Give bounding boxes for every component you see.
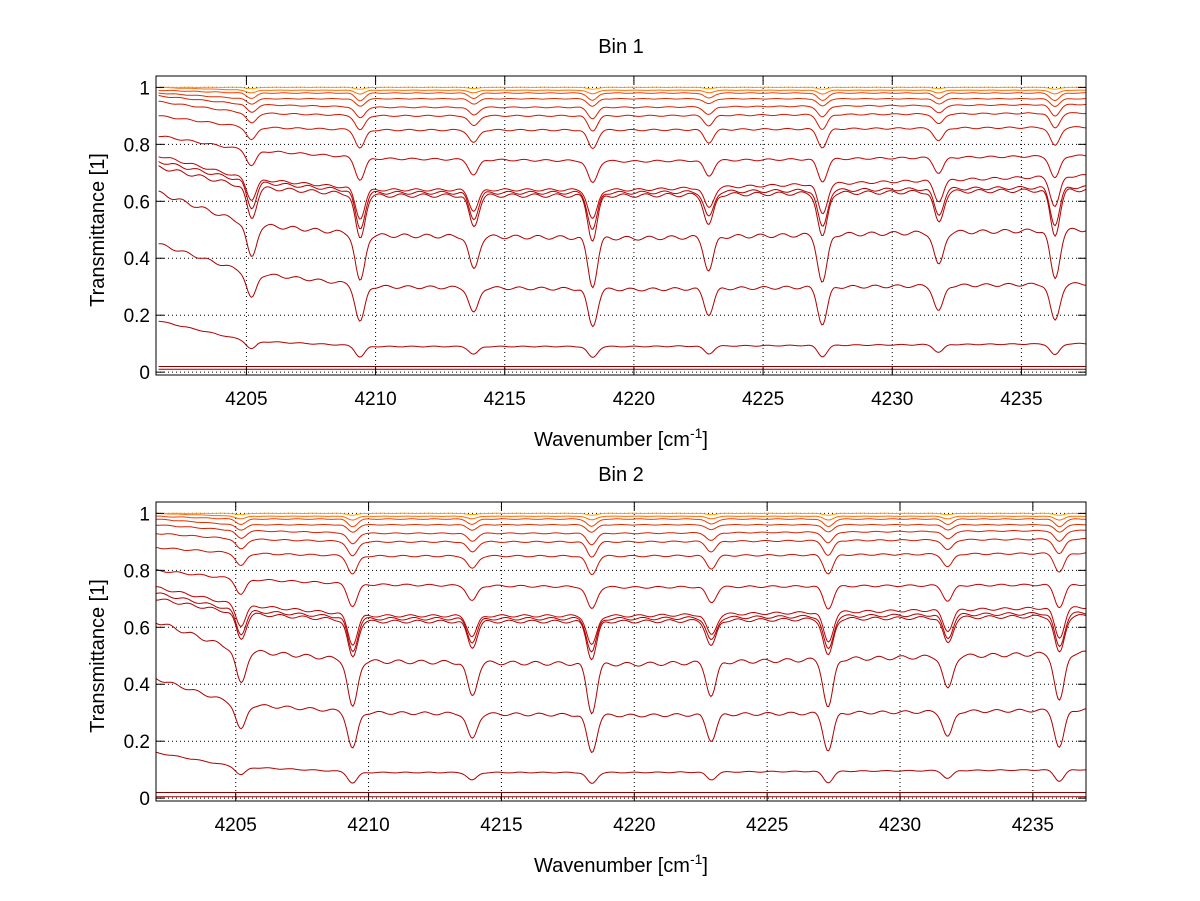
y-tick-label: 0.4 — [124, 249, 151, 270]
x-tick-label: 4215 — [480, 815, 522, 836]
axes-frame — [155, 75, 1087, 376]
x-tick-label: 4230 — [871, 389, 913, 410]
x-axis-label: Wavenumber [cm-1] — [534, 425, 708, 451]
series-line — [155, 524, 1087, 546]
series-line — [158, 190, 1087, 289]
series-line — [155, 622, 1087, 715]
x-tick-label: 4215 — [484, 389, 526, 410]
x-axis-label: Wavenumber [cm-1] — [534, 851, 708, 877]
series-line — [158, 100, 1087, 132]
y-tick-label: 0.6 — [124, 192, 150, 213]
x-tick-label: 4205 — [215, 815, 257, 836]
series-line — [158, 320, 1087, 358]
y-tick-label: 0.6 — [124, 618, 150, 639]
x-tick-label: 4210 — [347, 815, 389, 836]
y-axis-label: Transmittance [1] — [87, 579, 109, 733]
series-line — [158, 165, 1087, 242]
axes-frame — [155, 501, 1087, 802]
chart-panel-bin-2: Bin 2 4205 4210 4215 4220 4225 4230 4235 0 0.2 0.… — [87, 464, 1087, 877]
series-line — [155, 512, 1086, 516]
x-tick-label: 4205 — [225, 389, 267, 410]
series-line — [155, 586, 1086, 647]
series-line — [156, 518, 1087, 533]
series-line — [155, 512, 1087, 521]
series-line — [156, 515, 1087, 528]
series-lines — [155, 512, 1087, 798]
series-line — [158, 89, 1086, 102]
series-line — [155, 751, 1087, 784]
x-tick-label: 4235 — [1000, 389, 1042, 410]
x-tick-label: 4225 — [746, 815, 788, 836]
x-tick-label: 4230 — [879, 815, 921, 836]
series-line — [158, 92, 1087, 108]
y-tick-label: 0 — [139, 789, 150, 810]
series-line — [158, 87, 1086, 95]
series-line — [158, 95, 1087, 120]
plot-area: 4205 4210 4215 4220 4225 4230 4235 0 0.2 0.4 0.6 0.… — [124, 501, 1087, 836]
y-tick-label: 1 — [139, 78, 150, 99]
series-line — [158, 86, 1086, 90]
series-lines — [158, 86, 1087, 370]
plot-area: 4205 4210 4215 4220 4225 4230 4235 0 0.2 0.4 0.6 0.… — [124, 75, 1087, 410]
series-line — [155, 592, 1087, 653]
y-tick-label: 0.4 — [124, 675, 151, 696]
y-tick-label: 0.2 — [124, 732, 150, 753]
chart-panel-bin-1: Bin 1 4205 4210 4215 4220 4225 4230 4235 0 0.2 0.… — [87, 36, 1087, 451]
series-line — [158, 161, 1087, 230]
x-tick-label: 4235 — [1012, 815, 1054, 836]
series-line — [158, 156, 1087, 220]
series-line — [158, 115, 1087, 150]
y-tick-label: 0.8 — [124, 561, 150, 582]
x-tick-label: 4220 — [613, 815, 655, 836]
series-line — [155, 533, 1086, 558]
x-tick-label: 4210 — [354, 389, 396, 410]
series-line — [155, 546, 1087, 576]
y-tick-label: 1 — [139, 504, 150, 525]
series-line — [155, 569, 1087, 610]
y-axis-label: Transmittance [1] — [87, 153, 109, 307]
series-line — [158, 243, 1087, 328]
series-line — [155, 678, 1087, 754]
x-tick-label: 4225 — [742, 389, 784, 410]
x-tick-label: 4220 — [613, 389, 655, 410]
y-tick-label: 0.2 — [124, 306, 150, 327]
series-line — [156, 598, 1087, 661]
y-tick-label: 0.8 — [124, 135, 150, 156]
chart-title: Bin 2 — [598, 464, 644, 486]
chart-title: Bin 1 — [598, 36, 644, 58]
series-line — [158, 135, 1087, 184]
y-tick-label: 0 — [139, 363, 150, 384]
